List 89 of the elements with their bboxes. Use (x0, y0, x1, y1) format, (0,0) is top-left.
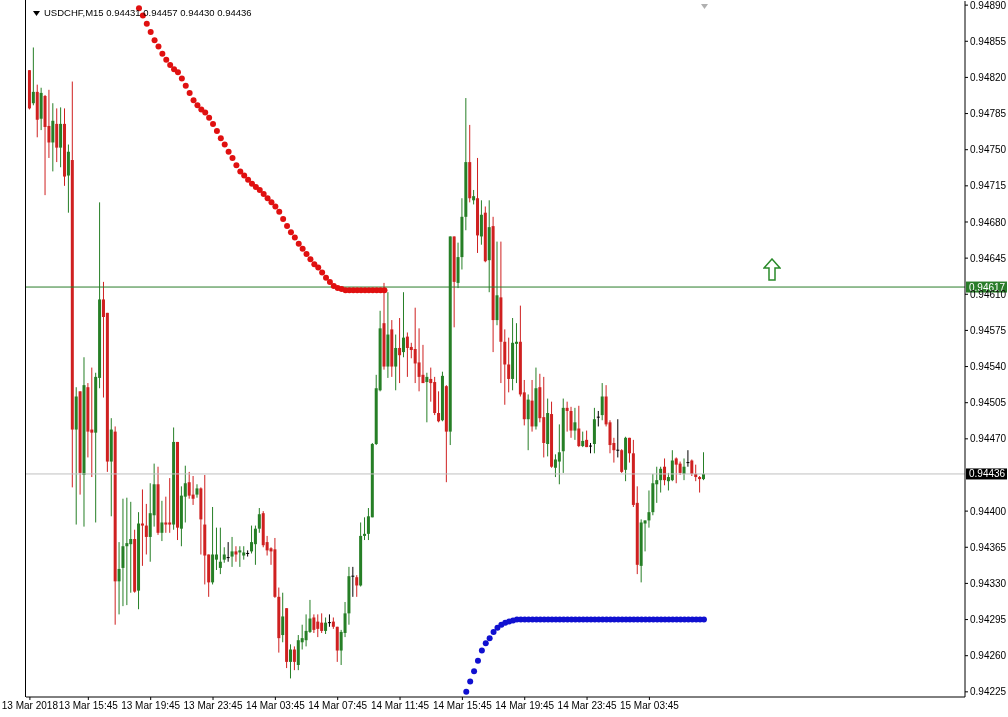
candlestick (569, 406, 573, 439)
candlestick (363, 516, 367, 541)
candlestick (620, 448, 624, 474)
candlestick (230, 536, 234, 568)
candlestick (164, 496, 168, 534)
candlestick (577, 405, 581, 448)
candlestick (417, 327, 421, 392)
candlestick (479, 199, 483, 246)
candlestick (589, 442, 593, 454)
x-tick-label: 13 Mar 15:45 (58, 700, 119, 712)
candlestick (573, 407, 577, 441)
candlestick (526, 393, 530, 451)
y-tick-label: 0.94715 (970, 180, 1007, 192)
x-tick-label: 13 Mar 2018 (1, 700, 59, 712)
x-tick-label: 14 Mar 15:45 (432, 700, 493, 712)
y-tick-label: 0.94645 (970, 252, 1007, 264)
candlestick (514, 322, 518, 384)
x-tick-label: 14 Mar 19:45 (495, 700, 555, 712)
text: USDCHF,M15 0.94431 0.94457 0.94430 0.94436 (44, 7, 252, 19)
y-tick-label: 0.94330 (970, 577, 1007, 589)
x-tick-label: 14 Mar 07:45 (308, 700, 368, 712)
y-tick-label: 0.94820 (970, 71, 1007, 83)
candlestick (253, 525, 257, 566)
candlestick (355, 574, 359, 598)
candlestick (394, 334, 398, 391)
y-tick-label: 0.94295 (970, 614, 1007, 626)
candlestick (144, 503, 148, 555)
y-tick-label: 0.94750 (970, 144, 1007, 156)
y-tick-label: 0.94470 (970, 433, 1007, 445)
candlestick (90, 367, 94, 478)
candlestick (616, 418, 620, 458)
x-tick-label: 15 Mar 03:45 (619, 700, 680, 712)
candlestick (289, 643, 292, 679)
candlestick (316, 613, 320, 638)
y-tick-label: 0.94225 (970, 686, 1007, 698)
candlestick (246, 549, 250, 558)
candlestick (281, 592, 285, 643)
candlestick (250, 525, 254, 554)
candlestick (596, 410, 600, 427)
candlestick (674, 456, 678, 484)
candlestick (257, 507, 261, 534)
candlestick (600, 382, 604, 421)
ref-line-label: 0.94436 (969, 468, 1006, 480)
y-tick-label: 0.94505 (970, 397, 1007, 409)
candlestick (195, 483, 199, 499)
candlestick (553, 453, 557, 478)
candlestick (327, 613, 331, 628)
candlestick (66, 144, 70, 214)
candlestick (557, 423, 561, 485)
y-tick-label: 0.94400 (970, 505, 1007, 517)
candlestick (686, 449, 690, 468)
y-tick-label: 0.94575 (970, 324, 1007, 336)
y-tick-label: 0.94855 (970, 35, 1007, 47)
candlestick (398, 317, 402, 384)
y-tick-label: 0.94890 (970, 0, 1007, 11)
y-tick-label: 0.94540 (970, 361, 1007, 373)
candlestick (335, 626, 339, 663)
candlestick (627, 437, 631, 464)
candlestick (125, 497, 129, 606)
candlestick (320, 612, 324, 634)
candlestick (405, 331, 409, 378)
candlestick (425, 372, 429, 423)
candlestick (234, 545, 238, 563)
x-tick-label: 14 Mar 03:45 (245, 700, 306, 712)
x-tick-label: 14 Mar 23:45 (557, 700, 617, 712)
candlestick (292, 645, 296, 671)
candlestick (401, 291, 405, 358)
candlestick (59, 106, 63, 168)
candlestick (51, 102, 55, 172)
y-tick-label: 0.94365 (970, 541, 1007, 553)
candlestick (507, 337, 511, 393)
x-tick-label: 14 Mar 11:45 (370, 700, 430, 712)
candlestick (191, 475, 195, 506)
candlestick (312, 613, 316, 634)
candlestick (226, 541, 230, 563)
candlestick (437, 390, 441, 423)
candlestick (160, 500, 164, 542)
candlestick (351, 566, 355, 598)
x-tick-label: 13 Mar 19:45 (121, 700, 181, 712)
x-tick-label: 13 Mar 23:45 (183, 700, 243, 712)
candlestick (31, 46, 35, 106)
y-tick-label: 0.94260 (970, 650, 1007, 662)
candlestick (218, 527, 222, 575)
candlestick (238, 545, 242, 568)
candlestick (168, 477, 172, 534)
y-tick-label: 0.94785 (970, 108, 1007, 120)
candlestick (140, 488, 144, 567)
y-tick-label: 0.94680 (970, 216, 1007, 228)
candlestick (55, 107, 59, 163)
